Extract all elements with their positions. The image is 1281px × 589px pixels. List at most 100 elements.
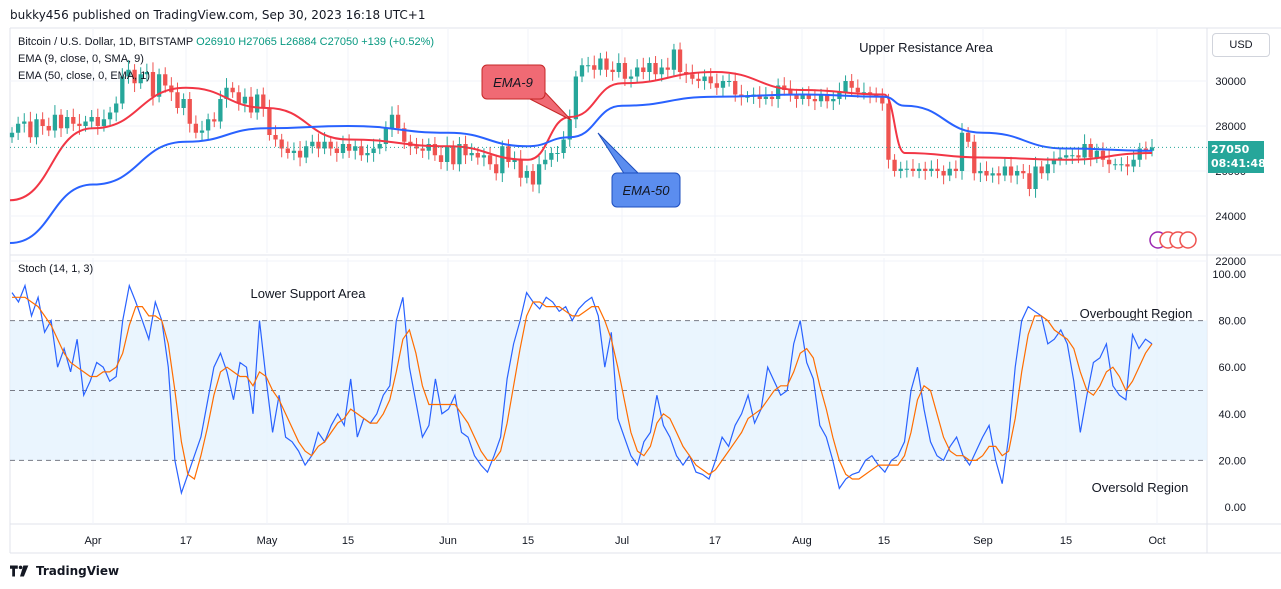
- stoch-k-line: [11, 283, 1153, 496]
- candle-body: [745, 96, 750, 98]
- candle-body: [506, 146, 511, 162]
- candle-body: [487, 155, 493, 165]
- candle-body: [469, 153, 474, 156]
- price-tick-label: 24000: [1215, 211, 1246, 223]
- candle-body: [622, 63, 628, 79]
- candle-body: [365, 153, 370, 156]
- footer-brand[interactable]: TradingView: [36, 564, 120, 578]
- candle-body: [22, 121, 27, 124]
- price-tick-label: 30000: [1215, 76, 1246, 88]
- candle-body: [328, 141, 333, 149]
- candle-body: [549, 153, 554, 160]
- stoch-tick-label: 60.00: [1218, 362, 1246, 374]
- candle-body: [242, 96, 248, 104]
- candle-body: [156, 74, 162, 97]
- candle-body: [248, 96, 254, 113]
- candle-body: [389, 114, 395, 129]
- candle-body: [990, 173, 995, 176]
- candle-body: [1125, 164, 1130, 167]
- candle-body: [628, 76, 634, 79]
- legend-ohlc: O26910 H27065 L26884 C27050 +139 (+0.52%…: [196, 36, 435, 48]
- candle-body: [929, 168, 934, 171]
- candle-body: [677, 49, 683, 72]
- legend-ema9: EMA (9, close, 0, SMA, 9): [18, 53, 144, 65]
- candle-body: [1070, 155, 1075, 157]
- candle-body: [1100, 150, 1106, 160]
- x-tick-label: 17: [709, 535, 721, 547]
- candle-body: [561, 139, 566, 153]
- candle-body: [635, 67, 640, 77]
- stoch-d-line: [12, 296, 1153, 480]
- candle-body: [481, 155, 487, 158]
- candle-body: [150, 72, 156, 97]
- price-tick-label: 22000: [1215, 256, 1246, 268]
- candle-body: [52, 114, 58, 131]
- candle-body: [28, 121, 33, 138]
- lower-support-label: Lower Support Area: [251, 286, 367, 301]
- candle-body: [1131, 159, 1136, 167]
- ema9-line: [9, 70, 1153, 202]
- candle-body: [604, 58, 609, 70]
- candle-body: [95, 117, 100, 126]
- legend-symbol-line: Bitcoin / U.S. Dollar, 1D, BITSTAMP O269…: [18, 36, 434, 48]
- candle-body: [451, 146, 456, 165]
- candle-body: [291, 150, 297, 153]
- candle-body: [163, 74, 168, 86]
- x-tick-label: Jun: [439, 535, 457, 547]
- candle-body: [843, 81, 848, 93]
- candle-body: [708, 76, 713, 84]
- candle-body: [494, 164, 499, 174]
- candle-body: [304, 146, 309, 158]
- candle-body: [285, 148, 290, 153]
- candle-body: [15, 123, 21, 133]
- candle-body: [1057, 157, 1063, 160]
- candle-body: [426, 144, 431, 151]
- candle-body: [279, 139, 284, 149]
- candle-body: [567, 119, 572, 140]
- candle-body: [359, 146, 364, 156]
- candle-body: [812, 99, 818, 102]
- x-tick-label: Apr: [84, 535, 101, 547]
- price-tick-label: 28000: [1215, 121, 1246, 133]
- footer: TradingView: [10, 564, 119, 578]
- candle-body: [616, 63, 621, 72]
- candle-body: [224, 87, 229, 99]
- candle-body: [782, 85, 787, 90]
- candle-body: [395, 114, 401, 129]
- event-marker-icon: [1179, 231, 1197, 249]
- candle-body: [236, 92, 241, 104]
- candle-body: [763, 96, 769, 99]
- candle-body: [818, 94, 824, 102]
- publisher-line: bukky456 published on TradingView.com, S…: [10, 8, 426, 22]
- candle-body: [886, 103, 891, 160]
- x-tick-label: 15: [1060, 535, 1072, 547]
- top-bar: bukky456 published on TradingView.com, S…: [0, 0, 1281, 28]
- candle-body: [714, 83, 719, 88]
- candle-body: [1064, 155, 1069, 158]
- currency-button[interactable]: USD: [1212, 33, 1270, 57]
- candle-body: [959, 132, 965, 171]
- candle-body: [114, 103, 119, 113]
- candle-body: [46, 126, 51, 131]
- candle-body: [310, 141, 315, 147]
- candle-body: [1076, 155, 1081, 158]
- candle-body: [518, 159, 523, 178]
- x-tick-label: 17: [180, 535, 192, 547]
- candle-body: [947, 168, 952, 176]
- candle-body: [334, 148, 339, 153]
- candle-body: [230, 87, 235, 93]
- candle-body: [107, 112, 113, 120]
- candle-body: [910, 168, 916, 171]
- stoch-tick-label: 100.00: [1212, 269, 1246, 281]
- candle-body: [978, 171, 983, 174]
- candle-body: [1033, 166, 1038, 189]
- candle-body: [573, 76, 579, 120]
- x-tick-label: Jul: [615, 535, 629, 547]
- candle-body: [126, 69, 131, 77]
- candle-body: [1119, 164, 1124, 166]
- candle-body: [855, 87, 860, 93]
- candle-body: [1051, 159, 1057, 165]
- candle-body: [880, 96, 885, 104]
- candle-body: [892, 159, 897, 171]
